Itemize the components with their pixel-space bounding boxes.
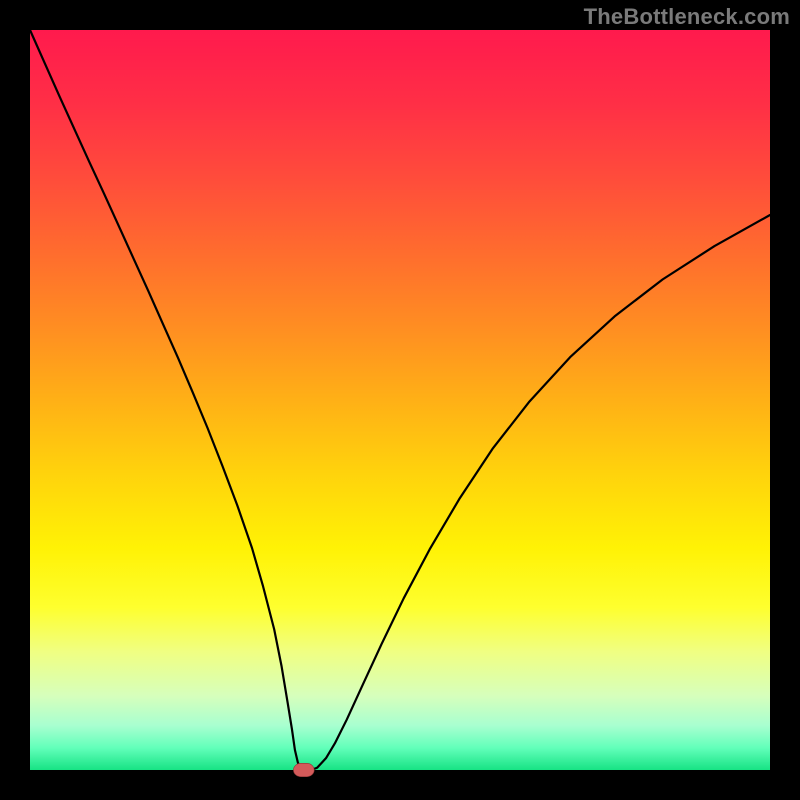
plot-background [30, 30, 770, 770]
chart-frame: TheBottleneck.com [0, 0, 800, 800]
bottleneck-chart [0, 0, 800, 800]
minimum-marker [293, 763, 314, 776]
watermark-text: TheBottleneck.com [584, 4, 790, 30]
